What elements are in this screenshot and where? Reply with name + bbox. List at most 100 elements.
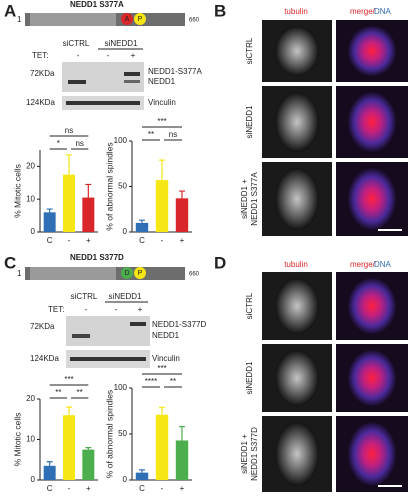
panel-label: A xyxy=(4,1,16,20)
error-bar xyxy=(139,219,145,223)
y-tick-label: 0 xyxy=(31,475,36,484)
x-tick-label: + xyxy=(86,236,91,245)
tet-sign: - xyxy=(115,305,118,314)
marker: 124KDa xyxy=(26,98,55,107)
y-tick-label: 0 xyxy=(31,227,36,236)
merge-signal xyxy=(347,25,397,77)
panel-label: C xyxy=(4,253,16,272)
error-bar xyxy=(46,461,53,466)
row-label: NEDD1 S377D xyxy=(250,427,259,481)
phospho-text: P xyxy=(138,16,143,23)
y-tick-label: 100 xyxy=(114,136,128,145)
lane-label: siCTRL xyxy=(63,39,90,48)
bar xyxy=(155,414,169,480)
band xyxy=(68,80,86,84)
tubulin-signal xyxy=(275,168,319,230)
bar xyxy=(135,472,149,480)
site-circle xyxy=(121,13,133,25)
bar xyxy=(43,465,56,480)
significance-label: *** xyxy=(64,375,73,384)
significance-label: **** xyxy=(145,377,157,386)
band xyxy=(124,80,140,83)
column-label: DNA xyxy=(374,260,392,269)
bar xyxy=(63,415,75,480)
marker: 72KDa xyxy=(30,322,55,331)
y-axis-label: % of abnormal spindles xyxy=(104,142,114,230)
row-label: siNEDD1 xyxy=(245,361,254,394)
construct-end: 660 xyxy=(189,272,200,278)
construct-repeats xyxy=(30,267,116,280)
bar xyxy=(82,197,95,232)
tubulin-signal xyxy=(275,92,319,152)
tet-sign: + xyxy=(131,51,136,60)
blot xyxy=(62,62,144,92)
error-bar xyxy=(159,159,165,181)
y-tick-label: 10 xyxy=(26,194,35,203)
phospho-circle xyxy=(134,13,146,25)
error-bar xyxy=(179,190,185,199)
y-tick-label: 0 xyxy=(123,475,128,484)
x-tick-label: - xyxy=(161,484,164,493)
site-text: D xyxy=(124,270,129,277)
bar xyxy=(175,440,189,480)
tubulin-signal xyxy=(275,278,319,334)
band-label: NEDD1-S377D xyxy=(152,320,206,329)
significance-label: * xyxy=(57,139,60,148)
significance-label: ** xyxy=(148,130,154,139)
column-label: merge/ xyxy=(350,260,376,269)
column-label: tubulin xyxy=(284,7,308,16)
band-label: NEDD1 xyxy=(152,331,180,340)
error-bar xyxy=(179,426,185,441)
band-label: Vinculin xyxy=(152,354,180,363)
tet-label: TET: xyxy=(32,51,48,60)
significance-label: ** xyxy=(77,388,83,397)
column-label: DNA xyxy=(374,7,392,16)
significance-label: ns xyxy=(75,139,83,148)
blot xyxy=(66,316,150,346)
band xyxy=(124,72,140,76)
band-label: NEDD1-S377A xyxy=(148,67,202,76)
site-text: A xyxy=(125,16,130,23)
y-tick-label: 50 xyxy=(118,429,127,438)
tet-label: TET: xyxy=(48,305,64,314)
lane-label: siNEDD1 xyxy=(105,39,138,48)
error-bar xyxy=(139,469,145,473)
merge-signal xyxy=(347,91,397,153)
band xyxy=(66,101,140,105)
row-label: siCTRL xyxy=(245,292,254,319)
merge-signal xyxy=(347,277,397,335)
y-tick-label: 20 xyxy=(26,394,35,403)
significance-label: ns xyxy=(169,130,177,139)
x-tick-label: + xyxy=(86,484,91,493)
bar xyxy=(63,174,75,232)
tubulin-signal xyxy=(275,350,319,406)
x-tick-label: C xyxy=(47,484,53,493)
significance-label: *** xyxy=(157,364,166,373)
x-tick-label: C xyxy=(139,236,145,245)
band xyxy=(72,334,90,338)
construct-start: 1 xyxy=(17,269,22,278)
y-axis-label: % of abnormal spindles xyxy=(104,390,114,478)
phospho-circle xyxy=(134,267,146,279)
significance-label: *** xyxy=(157,117,166,126)
site-circle xyxy=(121,267,133,279)
x-tick-label: + xyxy=(180,236,185,245)
bar xyxy=(155,180,169,232)
y-tick-label: 10 xyxy=(26,435,35,444)
tet-sign: - xyxy=(85,305,88,314)
marker: 72KDa xyxy=(30,69,55,78)
y-axis-label: % Mitotic cells xyxy=(12,164,22,218)
y-tick-label: 0 xyxy=(123,227,128,236)
significance-label: ns xyxy=(65,126,73,135)
bar xyxy=(175,198,189,232)
construct-name: NEDD1 S377A xyxy=(70,0,124,9)
band xyxy=(70,357,146,361)
phospho-text: P xyxy=(138,270,143,277)
error-bar xyxy=(46,208,53,213)
tet-sign: - xyxy=(77,51,80,60)
bar xyxy=(43,212,56,232)
x-tick-label: + xyxy=(180,484,185,493)
error-bar xyxy=(85,183,92,198)
